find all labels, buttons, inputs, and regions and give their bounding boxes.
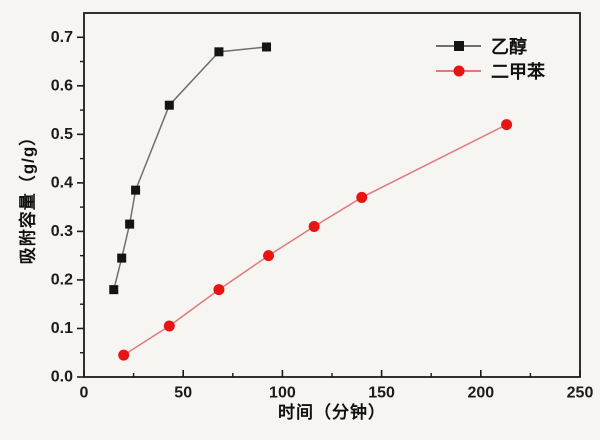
y-tick-label: 0.6 (51, 77, 73, 94)
x-tick-label: 250 (567, 384, 594, 401)
data-point-ethanol (262, 42, 272, 52)
series-ethanol (109, 42, 272, 295)
legend-label-ethanol: 乙醇 (491, 36, 527, 57)
data-point-xylene (501, 119, 513, 131)
data-point-ethanol (125, 219, 135, 229)
y-tick-label: 0.5 (51, 126, 73, 143)
data-point-ethanol (214, 47, 224, 57)
data-point-ethanol (131, 185, 141, 195)
data-point-xylene (308, 221, 320, 233)
series-xylene (118, 119, 513, 361)
x-tick-label: 0 (80, 384, 89, 401)
legend-item-xylene: 二甲苯 (436, 58, 545, 83)
circle-marker-icon (453, 65, 464, 76)
x-tick-label: 50 (174, 384, 192, 401)
data-point-xylene (118, 349, 130, 361)
data-point-ethanol (117, 253, 127, 263)
legend-item-ethanol: 乙醇 (436, 33, 545, 58)
x-tick-label: 200 (467, 384, 494, 401)
y-tick-label: 0.2 (51, 271, 73, 288)
data-point-ethanol (164, 100, 174, 110)
y-axis-title: 吸附容量（g/g） (18, 127, 38, 265)
y-tick-label: 0.4 (51, 174, 73, 191)
x-tick-label: 150 (368, 384, 395, 401)
x-tick-label: 100 (269, 384, 296, 401)
data-point-xylene (263, 250, 275, 262)
data-point-xylene (356, 191, 368, 203)
legend-swatch-ethanol (436, 40, 481, 52)
legend: 乙醇 二甲苯 (436, 33, 545, 83)
plot-frame (83, 12, 581, 378)
y-tick-label: 0.3 (51, 223, 73, 240)
y-tick-label: 0.7 (51, 29, 73, 46)
data-point-xylene (163, 320, 175, 332)
y-tick-label: 0.1 (51, 320, 73, 337)
data-point-ethanol (109, 285, 119, 295)
data-point-xylene (213, 284, 225, 296)
legend-label-xylene: 二甲苯 (491, 61, 545, 82)
square-marker-icon (453, 40, 464, 51)
x-axis-title: 时间（分钟） (278, 403, 386, 422)
y-tick-label: 0.0 (51, 369, 73, 386)
legend-swatch-xylene (436, 65, 481, 77)
